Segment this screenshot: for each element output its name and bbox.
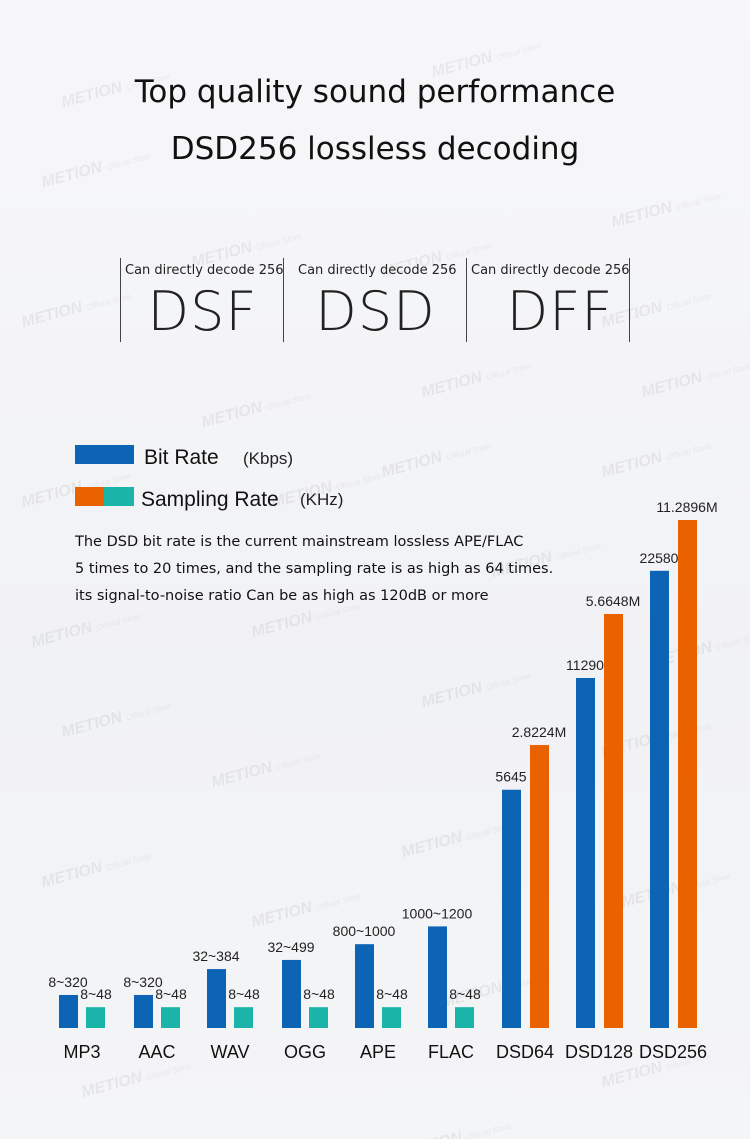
- legend-sampling-rate-unit: (KHz): [300, 490, 344, 509]
- description-line: The DSD bit rate is the current mainstre…: [75, 534, 524, 550]
- legend-bit-rate-unit: (Kbps): [243, 449, 294, 468]
- legend-swatch-dsd-sampling: [75, 487, 104, 506]
- label-bit-rate: 22580: [640, 550, 679, 566]
- bar-bit-rate-mp3: [59, 994, 78, 1028]
- label-bit-rate: 32~499: [267, 939, 314, 955]
- label-sampling-rate: 8~48: [80, 986, 112, 1002]
- label-sampling-rate: 8~48: [376, 986, 408, 1002]
- legend-swatch-pcm-sampling: [104, 487, 134, 506]
- format-caption: Can directly decode 256: [298, 263, 457, 278]
- legend-swatch-bit-rate: [75, 445, 134, 464]
- category-label: MP3: [63, 1042, 100, 1062]
- bar-bit-rate-ape: [355, 944, 374, 1028]
- category-label: DSD128: [565, 1042, 633, 1062]
- label-sampling-rate: 8~48: [303, 986, 335, 1002]
- bar-sampling-rate-aac: [161, 1007, 180, 1028]
- title-line-1: Top quality sound performance: [134, 74, 616, 110]
- bar-bit-rate-dsd64: [502, 789, 521, 1028]
- category-label: OGG: [284, 1042, 326, 1062]
- bar-bit-rate-dsd128: [576, 677, 595, 1028]
- bar-bit-rate-flac: [428, 926, 447, 1028]
- format-box-dsd: Can directly decode 256 DSD: [283, 258, 467, 343]
- bar-sampling-rate-ape: [382, 1007, 401, 1028]
- label-bit-rate: 8~320: [123, 974, 163, 990]
- bar-sampling-rate-flac: [455, 1007, 474, 1028]
- category-label: WAV: [211, 1042, 250, 1062]
- label-bit-rate: 8~320: [48, 974, 88, 990]
- label-sampling-rate: 2.8224M: [512, 724, 566, 740]
- bar-sampling-rate-ogg: [309, 1007, 328, 1028]
- label-bit-rate: 1000~1200: [402, 905, 473, 921]
- category-label: DSD64: [496, 1042, 554, 1062]
- title-line-2: DSD256 lossless decoding: [170, 131, 580, 167]
- bar-sampling-rate-dsd64: [530, 745, 549, 1028]
- label-sampling-rate: 8~48: [228, 986, 260, 1002]
- bar-sampling-rate-mp3: [86, 1007, 105, 1028]
- format-caption: Can directly decode 256: [125, 263, 284, 278]
- bar-bit-rate-dsd256: [650, 570, 669, 1028]
- label-sampling-rate: 5.6648M: [586, 593, 640, 609]
- format-caption: Can directly decode 256: [471, 263, 630, 278]
- format-box-dsf: Can directly decode 256 DSF: [120, 258, 284, 343]
- label-bit-rate: 32~384: [192, 948, 239, 964]
- legend-bit-rate: Bit Rate: [144, 446, 219, 469]
- description: The DSD bit rate is the current mainstre…: [75, 529, 553, 610]
- label-bit-rate: 800~1000: [333, 923, 396, 939]
- legend-sampling-rate: Sampling Rate: [141, 488, 279, 511]
- bar-sampling-rate-wav: [234, 1007, 253, 1028]
- bar-bit-rate-ogg: [282, 959, 301, 1028]
- format-name: DFF: [506, 280, 614, 343]
- format-box-dff: Can directly decode 256 DFF: [466, 258, 630, 343]
- label-sampling-rate: 8~48: [449, 986, 481, 1002]
- category-label: FLAC: [428, 1042, 474, 1062]
- format-name: DSD: [315, 280, 436, 343]
- format-name: DSF: [147, 280, 258, 343]
- category-label: AAC: [138, 1042, 175, 1062]
- category-label: APE: [360, 1042, 396, 1062]
- bar-bit-rate-aac: [134, 994, 153, 1028]
- label-bit-rate: 11290: [566, 657, 604, 673]
- bar-bit-rate-wav: [207, 969, 226, 1028]
- description-line: its signal-to-noise ratio Can be as high…: [75, 588, 489, 604]
- description-line: 5 times to 20 times, and the sampling ra…: [75, 561, 554, 577]
- label-sampling-rate: 11.2896M: [656, 499, 717, 515]
- bar-sampling-rate-dsd256: [678, 520, 697, 1028]
- label-bit-rate: 5645: [495, 769, 526, 785]
- label-sampling-rate: 8~48: [155, 986, 187, 1002]
- category-label: DSD256: [639, 1042, 707, 1062]
- bar-sampling-rate-dsd128: [604, 613, 623, 1028]
